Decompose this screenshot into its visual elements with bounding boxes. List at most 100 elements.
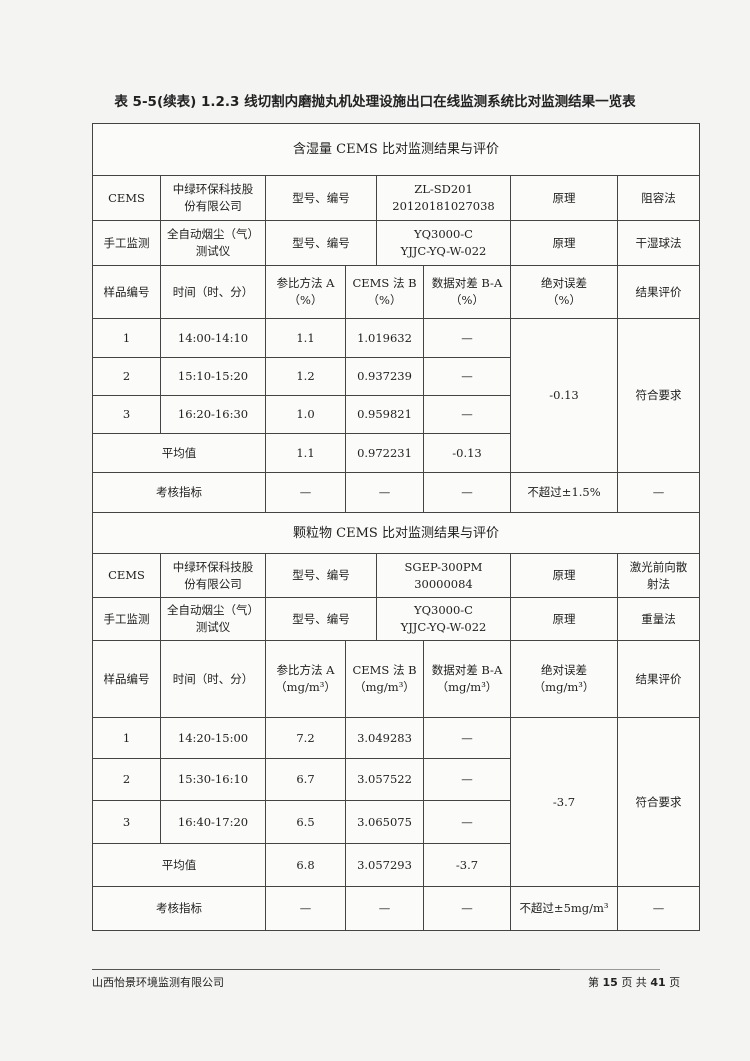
kpi-reference: —	[266, 473, 345, 512]
sample-time: 14:20-15:00	[161, 718, 265, 758]
cems-model: ZL-SD201 20120181027038	[377, 176, 510, 220]
sample-time: 15:10-15:20	[161, 358, 265, 395]
kpi-label: 考核指标	[93, 887, 265, 930]
manual-model: YQ3000-C YJJC-YQ-W-022	[377, 598, 510, 640]
kpi-result: —	[618, 887, 699, 930]
manual-label: 手工监测	[93, 598, 160, 640]
average-reference: 6.8	[266, 844, 345, 886]
column-header: 参比方法 A （mg/m³）	[266, 641, 345, 717]
manual-model-label: 型号、编号	[266, 598, 376, 640]
kpi-difference: —	[424, 473, 510, 512]
cems-value: 0.959821	[346, 396, 423, 433]
manual-model-label: 型号、编号	[266, 221, 376, 265]
section-heading: 含湿量 CEMS 比对监测结果与评价	[93, 124, 699, 175]
cems-label: CEMS	[93, 176, 160, 220]
cems-value: 3.065075	[346, 801, 423, 843]
difference-value: —	[424, 319, 510, 357]
cems-value: 0.937239	[346, 358, 423, 395]
section-heading: 颗粒物 CEMS 比对监测结果与评价	[93, 513, 699, 553]
average-difference: -0.13	[424, 434, 510, 472]
kpi-result: —	[618, 473, 699, 512]
column-header: CEMS 法 B （mg/m³）	[346, 641, 423, 717]
kpi-cems: —	[346, 887, 423, 930]
page-number: 第 15 页 共 41 页	[588, 974, 680, 990]
cems-label: CEMS	[93, 554, 160, 597]
column-header: 时间（时、分）	[161, 641, 265, 717]
page-mid: 页 共	[621, 976, 647, 989]
difference-value: —	[424, 718, 510, 758]
reference-value: 7.2	[266, 718, 345, 758]
reference-value: 1.2	[266, 358, 345, 395]
page-prefix: 第	[588, 976, 599, 989]
average-reference: 1.1	[266, 434, 345, 472]
cems-maker: 中绿环保科技股 份有限公司	[161, 176, 265, 220]
kpi-limit: 不超过±5mg/m³	[511, 887, 617, 930]
sample-time: 16:40-17:20	[161, 801, 265, 843]
column-header: 参比方法 A （%）	[266, 266, 345, 318]
cems-principle: 阻容法	[618, 176, 699, 220]
page-suffix: 页	[669, 976, 681, 989]
absolute-error: -0.13	[511, 319, 617, 472]
column-header: 样品编号	[93, 641, 160, 717]
sample-number: 2	[93, 759, 160, 800]
column-header: 样品编号	[93, 266, 160, 318]
kpi-difference: —	[424, 887, 510, 930]
sample-time: 15:30-16:10	[161, 759, 265, 800]
column-header: 结果评价	[618, 641, 699, 717]
sample-number: 3	[93, 396, 160, 433]
table-title: 表 5-5(续表) 1.2.3 线切割内磨抛丸机处理设施出口在线监测系统比对监测…	[114, 94, 636, 110]
column-header: 时间（时、分）	[161, 266, 265, 318]
sample-time: 16:20-16:30	[161, 396, 265, 433]
cems-maker: 中绿环保科技股 份有限公司	[161, 554, 265, 597]
cems-principle-label: 原理	[511, 554, 617, 597]
average-label: 平均值	[93, 434, 265, 472]
manual-maker: 全自动烟尘（气） 测试仪	[161, 221, 265, 265]
column-header: 绝对误差 （mg/m³）	[511, 641, 617, 717]
manual-principle: 重量法	[618, 598, 699, 640]
average-cems: 3.057293	[346, 844, 423, 886]
reference-value: 1.1	[266, 319, 345, 357]
difference-value: —	[424, 759, 510, 800]
manual-principle: 干湿球法	[618, 221, 699, 265]
average-label: 平均值	[93, 844, 265, 886]
sample-number: 1	[93, 319, 160, 357]
cems-principle-label: 原理	[511, 176, 617, 220]
cems-principle: 激光前向散 射法	[618, 554, 699, 597]
result-evaluation: 符合要求	[618, 718, 699, 886]
reference-value: 1.0	[266, 396, 345, 433]
footer-divider-right	[560, 969, 660, 970]
column-header: CEMS 法 B （%）	[346, 266, 423, 318]
average-cems: 0.972231	[346, 434, 423, 472]
comparison-table: 含湿量 CEMS 比对监测结果与评价 CEMS 中绿环保科技股 份有限公司 型号、编号…	[92, 123, 700, 931]
sample-number: 2	[93, 358, 160, 395]
column-header: 绝对误差 （%）	[511, 266, 617, 318]
column-header: 数据对差 B-A （%）	[424, 266, 510, 318]
cems-model-label: 型号、编号	[266, 176, 376, 220]
result-evaluation: 符合要求	[618, 319, 699, 472]
sample-number: 1	[93, 718, 160, 758]
kpi-reference: —	[266, 887, 345, 930]
cems-value: 3.049283	[346, 718, 423, 758]
sample-time: 14:00-14:10	[161, 319, 265, 357]
column-header: 数据对差 B-A （mg/m³）	[424, 641, 510, 717]
cems-value: 3.057522	[346, 759, 423, 800]
average-difference: -3.7	[424, 844, 510, 886]
column-header: 结果评价	[618, 266, 699, 318]
manual-principle-label: 原理	[511, 598, 617, 640]
cems-model: SGEP-300PM 30000084	[377, 554, 510, 597]
difference-value: —	[424, 801, 510, 843]
kpi-label: 考核指标	[93, 473, 265, 512]
absolute-error: -3.7	[511, 718, 617, 886]
manual-label: 手工监测	[93, 221, 160, 265]
current-page: 15	[602, 976, 618, 989]
kpi-cems: —	[346, 473, 423, 512]
footer-divider	[92, 969, 562, 970]
cems-value: 1.019632	[346, 319, 423, 357]
kpi-limit: 不超过±1.5%	[511, 473, 617, 512]
reference-value: 6.7	[266, 759, 345, 800]
cems-model-label: 型号、编号	[266, 554, 376, 597]
difference-value: —	[424, 396, 510, 433]
footer-company: 山西怡景环境监测有限公司	[92, 976, 224, 989]
manual-model: YQ3000-C YJJC-YQ-W-022	[377, 221, 510, 265]
sample-number: 3	[93, 801, 160, 843]
